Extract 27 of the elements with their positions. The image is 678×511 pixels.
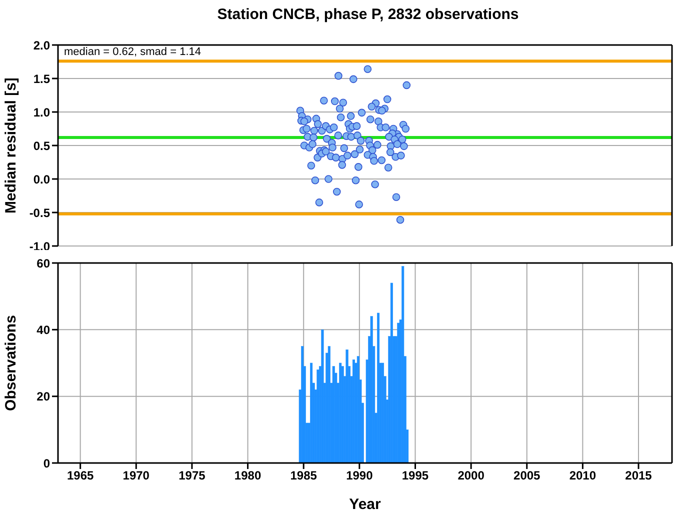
y-tick-label: 1.5 xyxy=(33,72,50,86)
y-tick-label: 0 xyxy=(43,456,50,470)
chart-title: Station CNCB, phase P, 2832 observations xyxy=(216,6,520,23)
x-tick-label: 2015 xyxy=(625,468,652,483)
x-tick-label: 2000 xyxy=(458,468,485,483)
y-tick-label: 60 xyxy=(36,256,50,270)
x-axis-title: Year xyxy=(349,496,382,511)
y-axis-title: Median residual [s] xyxy=(2,78,20,214)
x-tick-label: 1995 xyxy=(402,468,429,483)
y-tick-label: 20 xyxy=(36,390,50,404)
y-tick-label: -0.5 xyxy=(29,206,50,220)
y-tick-label: -1.0 xyxy=(29,239,50,254)
y-tick-label: 40 xyxy=(36,322,50,337)
x-tick-label: 1980 xyxy=(234,468,262,483)
y-tick-label: 0.5 xyxy=(33,138,50,153)
y-tick-label: 2.0 xyxy=(33,38,50,52)
x-tick-label: 2005 xyxy=(514,468,541,483)
annotation: median = 0.62, smad = 1.14 xyxy=(64,46,201,58)
y-tick-label: 0.0 xyxy=(33,172,50,186)
y-axis-title: Observations xyxy=(2,315,20,411)
x-tick-label: 1965 xyxy=(66,468,94,483)
x-tick-label: 1975 xyxy=(178,468,206,483)
x-tick-label: 1985 xyxy=(290,468,318,483)
x-tick-label: 1990 xyxy=(346,468,374,483)
x-tick-label: 1970 xyxy=(122,468,150,483)
y-tick-label: 1.0 xyxy=(33,105,50,120)
x-tick-label: 2010 xyxy=(569,468,596,483)
